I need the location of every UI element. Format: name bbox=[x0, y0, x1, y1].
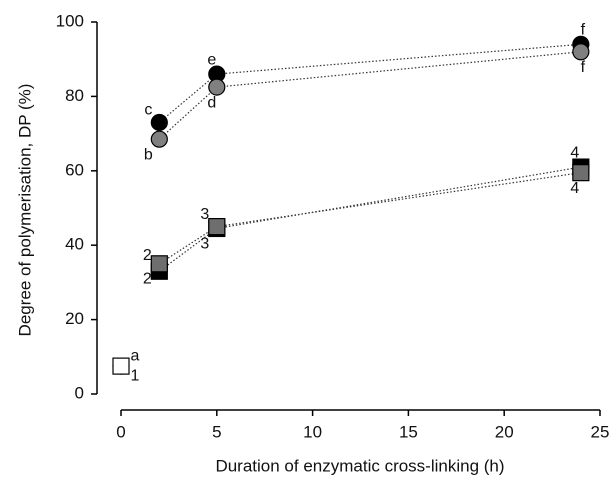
point-label: 4 bbox=[570, 180, 579, 197]
x-tick-label: 25 bbox=[591, 422, 610, 441]
x-tick-label: 15 bbox=[399, 422, 418, 441]
square-marker bbox=[150, 255, 168, 273]
square-marker bbox=[572, 164, 590, 182]
point-label: e bbox=[207, 51, 216, 68]
x-tick-label: 5 bbox=[212, 422, 221, 441]
y-tick-label: 100 bbox=[56, 11, 84, 30]
circle-marker bbox=[150, 113, 168, 132]
point-label: f bbox=[581, 59, 586, 76]
point-label: 2 bbox=[143, 247, 152, 264]
x-tick-label: 0 bbox=[116, 422, 125, 441]
point-label: b bbox=[144, 146, 153, 163]
x-tick-label: 10 bbox=[303, 422, 322, 441]
connector-line bbox=[158, 51, 581, 140]
y-tick-label: 80 bbox=[65, 86, 84, 105]
point-label: a bbox=[131, 347, 140, 364]
y-tick-label: 20 bbox=[65, 309, 84, 328]
x-tick-label: 20 bbox=[495, 422, 514, 441]
point-label: c bbox=[144, 102, 152, 119]
y-tick-label: 60 bbox=[65, 160, 84, 179]
point-label: f bbox=[581, 22, 586, 39]
point-label: 4 bbox=[570, 144, 579, 161]
circle-marker bbox=[150, 130, 168, 148]
square-marker bbox=[112, 357, 130, 375]
connector-line bbox=[158, 43, 581, 123]
x-axis-title: Duration of enzymatic cross-linking (h) bbox=[215, 456, 504, 475]
y-axis-title: Degree of polymerisation, DP (%) bbox=[15, 84, 34, 337]
point-label: 1 bbox=[131, 367, 140, 384]
y-tick-label: 40 bbox=[65, 235, 84, 254]
circle-marker bbox=[208, 78, 226, 96]
circle-marker bbox=[572, 43, 590, 61]
point-label: 3 bbox=[200, 206, 209, 223]
point-label: 2 bbox=[143, 270, 152, 287]
y-tick-label: 0 bbox=[75, 383, 84, 402]
point-label: d bbox=[207, 94, 216, 111]
point-label: 3 bbox=[200, 236, 209, 253]
square-marker bbox=[208, 218, 226, 236]
